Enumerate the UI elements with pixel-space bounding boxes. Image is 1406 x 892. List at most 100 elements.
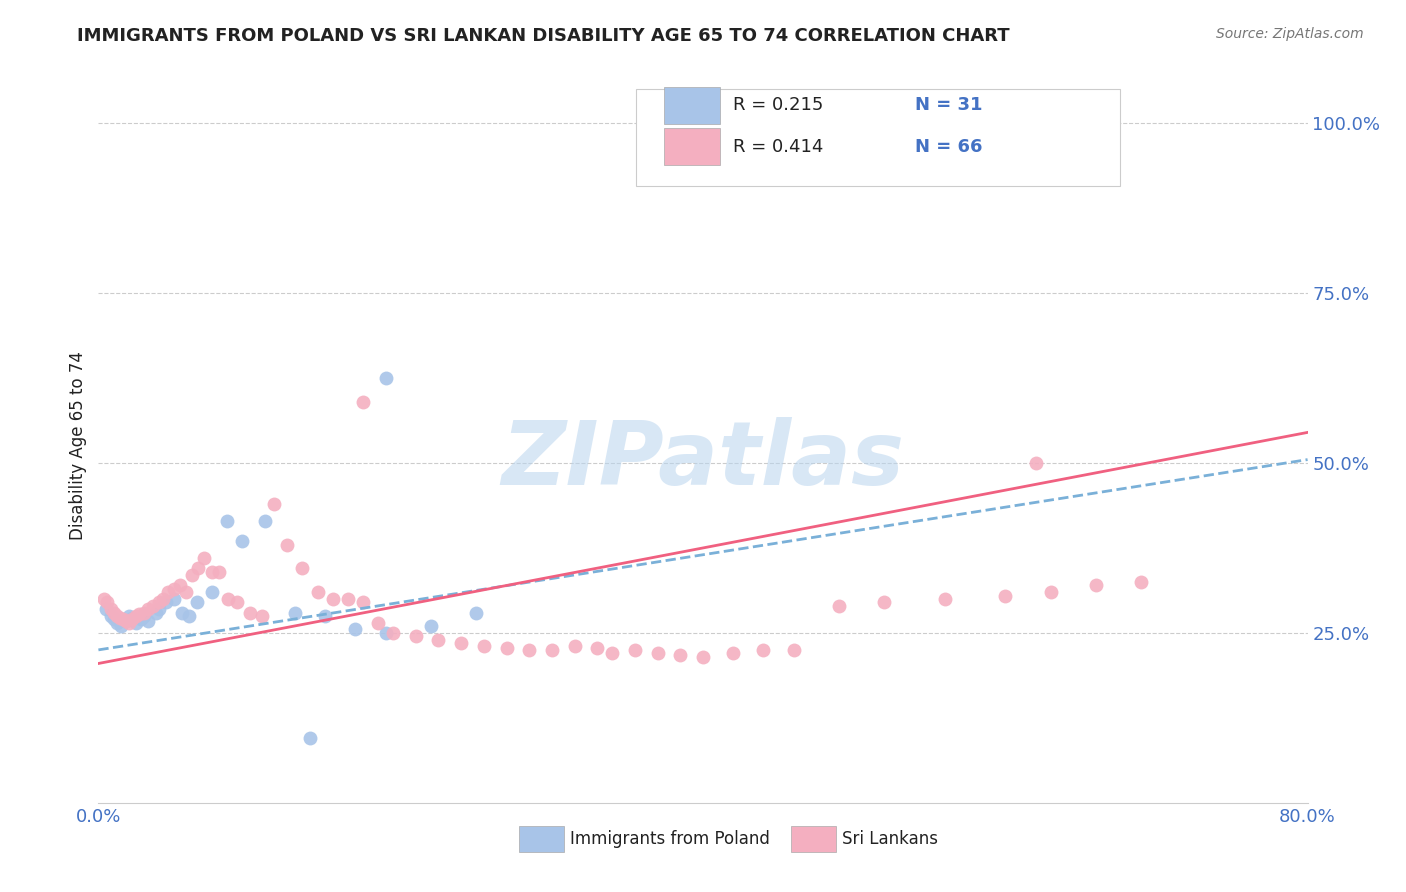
Point: [828, 599, 851, 613]
Point: [307, 585, 329, 599]
Point: [540, 643, 562, 657]
Point: [276, 537, 298, 551]
Point: [201, 585, 224, 599]
Point: [152, 591, 174, 606]
Point: [564, 640, 586, 654]
Point: [934, 591, 956, 606]
Point: [336, 591, 359, 606]
Point: [367, 615, 389, 630]
Point: [93, 591, 115, 606]
Text: Sri Lankans: Sri Lankans: [842, 830, 938, 848]
Point: [181, 568, 204, 582]
Point: [125, 615, 148, 630]
Point: [472, 640, 495, 654]
Point: [121, 612, 143, 626]
Point: [226, 595, 249, 609]
Point: [128, 607, 150, 621]
Point: [148, 602, 170, 616]
Point: [100, 602, 122, 616]
Point: [314, 608, 336, 623]
Point: [1130, 574, 1153, 589]
Text: ZIPatlas: ZIPatlas: [502, 417, 904, 504]
Text: N = 31: N = 31: [915, 96, 983, 114]
Point: [1024, 456, 1046, 470]
Point: [723, 646, 745, 660]
Point: [586, 640, 609, 655]
Point: [873, 595, 896, 609]
Point: [125, 608, 148, 623]
Text: Immigrants from Poland: Immigrants from Poland: [569, 830, 770, 848]
Point: [352, 394, 374, 409]
Point: [169, 578, 191, 592]
Point: [129, 612, 152, 626]
Point: [669, 648, 692, 662]
Point: [495, 640, 517, 655]
Point: [155, 595, 177, 609]
Text: R = 0.414: R = 0.414: [734, 137, 824, 155]
Point: [96, 595, 118, 609]
Point: [322, 591, 344, 606]
Point: [692, 649, 714, 664]
Text: R = 0.215: R = 0.215: [734, 96, 824, 114]
Point: [114, 614, 136, 628]
Point: [163, 582, 186, 596]
Point: [174, 585, 197, 599]
Point: [783, 643, 806, 657]
Point: [179, 608, 201, 623]
Point: [105, 615, 128, 630]
FancyBboxPatch shape: [637, 89, 1121, 186]
Point: [156, 585, 179, 599]
Point: [121, 611, 143, 625]
Point: [187, 561, 209, 575]
Y-axis label: Disability Age 65 to 74: Disability Age 65 to 74: [69, 351, 87, 541]
Point: [250, 608, 273, 623]
Point: [420, 619, 443, 633]
Point: [217, 591, 239, 606]
FancyBboxPatch shape: [664, 87, 720, 124]
Point: [215, 514, 238, 528]
Point: [114, 614, 136, 628]
Point: [100, 608, 122, 623]
Point: [193, 551, 215, 566]
Point: [239, 606, 262, 620]
Text: IMMIGRANTS FROM POLAND VS SRI LANKAN DISABILITY AGE 65 TO 74 CORRELATION CHART: IMMIGRANTS FROM POLAND VS SRI LANKAN DIS…: [77, 27, 1010, 45]
Point: [752, 643, 775, 657]
Point: [1039, 585, 1062, 599]
Point: [450, 636, 472, 650]
Point: [201, 565, 224, 579]
Point: [624, 643, 647, 657]
Point: [118, 608, 141, 623]
Text: N = 66: N = 66: [915, 137, 983, 155]
Point: [148, 595, 170, 609]
Point: [231, 534, 253, 549]
Point: [163, 591, 186, 606]
Point: [253, 514, 276, 528]
Point: [103, 612, 125, 626]
Point: [186, 595, 208, 609]
Point: [284, 606, 307, 620]
Point: [142, 599, 165, 613]
Point: [1085, 578, 1108, 592]
Point: [374, 371, 396, 385]
Point: [94, 602, 117, 616]
Point: [110, 619, 132, 633]
Point: [374, 626, 396, 640]
Point: [170, 606, 193, 620]
Point: [105, 608, 128, 623]
Point: [405, 629, 427, 643]
Point: [291, 561, 314, 575]
FancyBboxPatch shape: [792, 826, 837, 852]
Point: [994, 589, 1017, 603]
Point: [344, 623, 367, 637]
Point: [263, 497, 285, 511]
Point: [517, 643, 540, 657]
Point: [352, 595, 374, 609]
Point: [136, 614, 159, 628]
Point: [647, 646, 669, 660]
Point: [382, 626, 405, 640]
Point: [208, 565, 231, 579]
Point: [145, 606, 167, 620]
Point: [108, 611, 131, 625]
Point: [118, 615, 141, 630]
Point: [602, 646, 624, 660]
